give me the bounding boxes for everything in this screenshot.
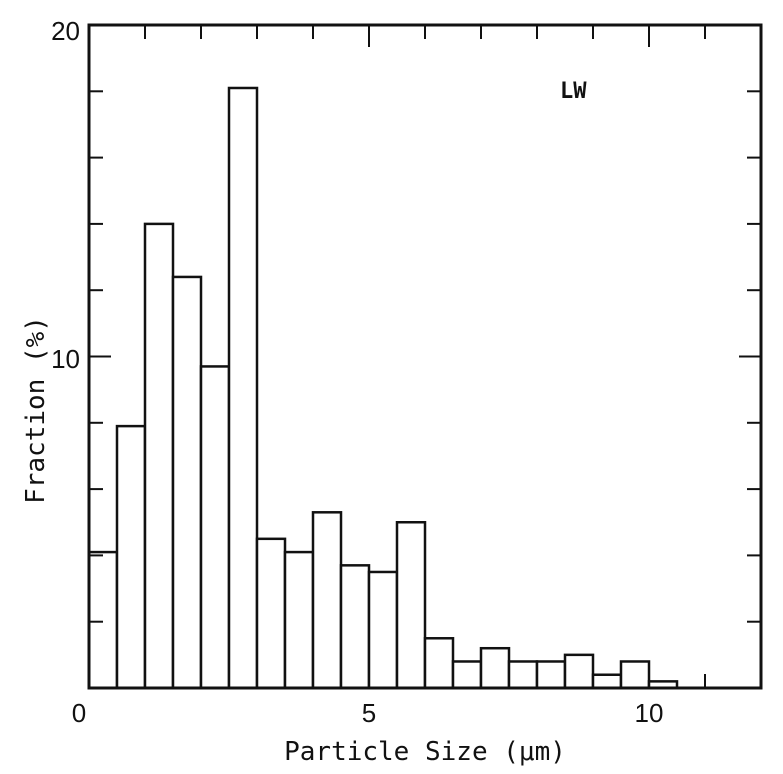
histogram-bar-10 [367, 570, 399, 690]
dataset-annotation: LW [560, 79, 587, 104]
histogram-bar-15 [507, 660, 539, 690]
histogram-bar-7 [283, 550, 315, 690]
histogram-bar-1 [115, 424, 147, 690]
y-tick-label-20: 20 [51, 16, 80, 46]
histogram-bar-18 [591, 673, 623, 690]
histogram-bar-14 [479, 646, 511, 690]
histogram-bar-8 [311, 511, 343, 690]
histogram-bar-3 [171, 275, 203, 690]
plot-frame [87, 23, 763, 690]
histogram-bars [87, 86, 679, 690]
histogram-bar-0 [87, 550, 119, 690]
histogram-bar-9 [339, 564, 371, 690]
y-tick-label-10: 10 [51, 344, 80, 374]
histogram-bar-4 [199, 365, 231, 690]
x-tick-label-5: 5 [362, 698, 376, 728]
histogram-bar-12 [423, 637, 455, 690]
histogram-bar-16 [535, 660, 567, 690]
histogram-bar-17 [563, 653, 595, 690]
histogram-bar-5 [227, 86, 259, 690]
x-tick-label-0: 0 [72, 698, 86, 728]
x-tick-label-10: 10 [635, 698, 664, 728]
y-axis-label: Fraction (%) [21, 316, 51, 504]
histogram-bar-13 [451, 660, 483, 690]
axis-ticks [89, 25, 761, 688]
histogram-bar-19 [619, 660, 651, 690]
x-axis-label: Particle Size (μm) [284, 737, 566, 767]
histogram-bar-2 [143, 222, 175, 690]
histogram-bar-11 [395, 521, 427, 690]
histogram-bar-6 [255, 537, 287, 690]
